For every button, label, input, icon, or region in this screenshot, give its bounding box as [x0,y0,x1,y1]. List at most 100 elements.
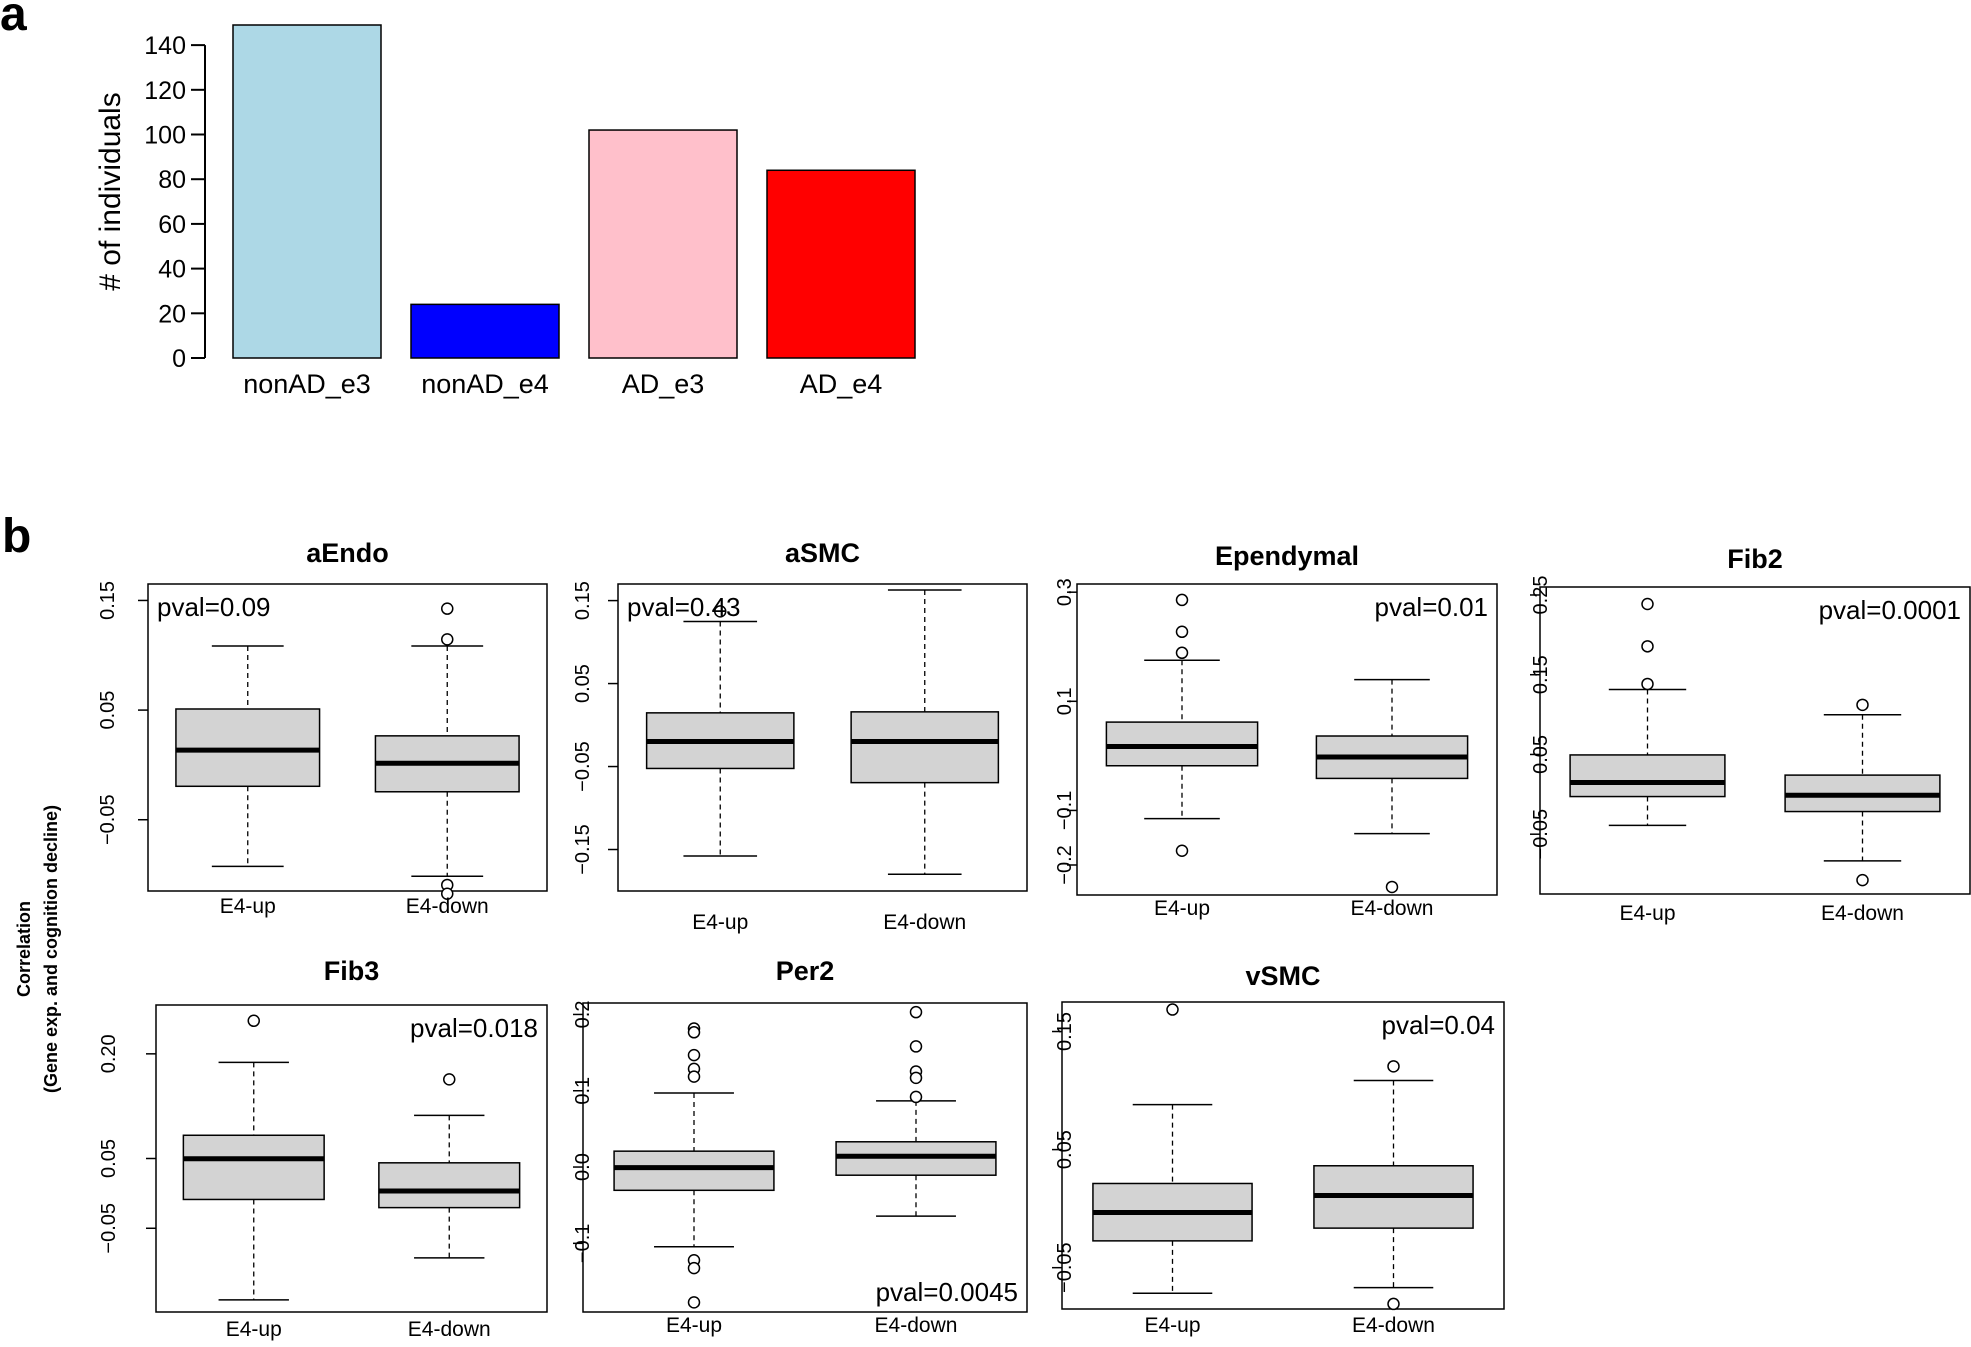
bar-y-tick-label-80: 80 [158,166,186,194]
y-tick-label-per2-3: 0.2 [572,1001,594,1029]
panel-title-fib2: Fib2 [1727,544,1783,574]
outlier-fib2-e4-up-0 [1641,597,1654,611]
panel-title-per2: Per2 [776,956,835,986]
panel-title-vsmc: vSMC [1245,961,1320,991]
bar-category-label-ad-e4: AD_e4 [800,369,883,399]
pval-vsmc: pval=0.04 [1382,1010,1495,1040]
pval-aendo: pval=0.09 [157,592,270,622]
y-tick-label-asmc-2: 0.05 [572,664,594,703]
outlier-fib3-e4-up-0 [247,1014,260,1028]
x-label-vsmc-e4-down: E4-down [1352,1314,1435,1337]
box-fib3-e4-down [378,1162,521,1209]
y-tick-label-vsmc-2: 0.15 [1054,1012,1076,1051]
outlier-per2-e4-up-1 [687,1026,701,1039]
outlier-per2-e4-up-4 [687,1070,701,1083]
pval-fib2: pval=0.0001 [1819,595,1961,625]
y-tick-label-fib2-0: −0.05 [1530,809,1552,860]
y-tick-label-per2-0: −0.1 [572,1224,594,1263]
bar-y-tick-label-140: 140 [144,32,186,60]
boxplot-panel-aendo: aEndo −0.05 0.05 0.15 E4-up E4-down pval=0.09 [97,538,548,918]
bar-y-tick-label-0: 0 [172,345,186,373]
outlier-aendo-e4-down-0 [441,602,454,615]
bar-nonad-e3 [232,24,382,359]
plot-frame-ependymal [1076,583,1498,896]
pval-asmc: pval=0.43 [627,592,740,622]
x-label-fib3-e4-down: E4-down [408,1318,491,1341]
outlier-vsmc-e4-down-0 [1387,1060,1400,1073]
outlier-per2-e4-down-0 [909,1005,923,1019]
bar-chart-individuals: 0 20 40 60 80 100 120 140 # of individuals nonAD_… [94,24,916,399]
pval-ependymal: pval=0.01 [1375,592,1488,622]
outlier-ependymal-e4-down-0 [1385,880,1399,894]
y-tick-label-fib2-3: 0.25 [1530,576,1552,615]
pval-fib3: pval=0.018 [410,1013,538,1043]
x-label-aendo-e4-up: E4-up [220,895,276,918]
bar-y-tick-label-20: 20 [158,300,186,328]
bar-y-axis-label: # of individuals [94,92,127,290]
outlier-per2-e4-down-4 [909,1090,923,1104]
pval-per2: pval=0.0045 [876,1277,1018,1307]
bar-y-tick-label-40: 40 [158,256,186,284]
outlier-per2-e4-up-2 [687,1048,701,1062]
outlier-per2-e4-up-7 [687,1296,701,1309]
y-tick-label-per2-2: 0.1 [572,1077,594,1105]
outlier-per2-e4-down-3 [909,1071,923,1085]
x-label-vsmc-e4-up: E4-up [1144,1314,1200,1337]
x-label-ependymal-e4-down: E4-down [1351,897,1434,920]
panel-title-aendo: aEndo [306,538,389,568]
y-tick-label-aendo-2: 0.15 [97,581,119,620]
box-fib2-e4-up [1569,754,1726,798]
y-tick-label-vsmc-1: 0.05 [1054,1130,1076,1169]
plot-frame-per2 [582,1002,1028,1313]
y-tick-label-fib2-2: 0.15 [1530,655,1552,694]
y-tick-label-per2-1: 0.0 [572,1153,594,1181]
x-label-fib3-e4-up: E4-up [226,1318,282,1341]
y-tick-label-asmc-0: −0.15 [572,824,594,875]
plot-frame-aendo [147,583,548,892]
bar-y-tick-label-120: 120 [144,77,186,105]
bar-category-label-nonad-e3: nonAD_e3 [243,369,371,399]
bar-category-label-ad-e3: AD_e3 [622,369,705,399]
outlier-aendo-e4-down-1 [441,633,454,646]
outlier-vsmc-e4-up-0 [1166,1003,1179,1016]
x-label-fib2-e4-down: E4-down [1821,902,1904,925]
y-tick-label-aendo-1: 0.05 [97,691,119,730]
outlier-fib2-e4-down-1 [1856,873,1869,887]
bar-y-tick-label-100: 100 [144,122,186,150]
outlier-per2-e4-down-1 [909,1040,923,1053]
panel-title-fib3: Fib3 [324,956,380,986]
x-label-ependymal-e4-up: E4-up [1154,897,1210,920]
y-tick-label-aendo-0: −0.05 [97,794,119,845]
shared-y-label-line2: (Gene exp. and cognition decline) [41,805,61,1093]
outlier-asmc-e4-up-0 [714,605,727,618]
bar-ad-e3 [588,129,738,359]
outlier-ependymal-e4-up-2 [1175,646,1189,660]
box-asmc-e4-down [850,711,1000,784]
outlier-vsmc-e4-down-1 [1387,1297,1400,1311]
bar-y-tick-label-60: 60 [158,211,186,239]
outlier-ependymal-e4-up-1 [1175,625,1189,639]
x-label-per2-e4-up: E4-up [666,1314,722,1337]
y-tick-label-asmc-3: 0.15 [572,581,594,620]
y-tick-label-fib3-2: 0.20 [98,1034,120,1073]
outlier-fib2-e4-up-1 [1641,640,1654,653]
plot-frame-asmc [617,583,1028,892]
x-label-per2-e4-down: E4-down [875,1314,958,1337]
outlier-aendo-e4-down-3 [441,887,454,900]
boxplot-panel-asmc: aSMC −0.15 −0.05 0.05 0.15 E4-up E4-down pval=0… [572,538,1028,934]
y-tick-label-ependymal-3: 0.3 [1054,578,1076,606]
y-tick-label-fib3-1: 0.05 [98,1139,120,1178]
plot-frame-fib2 [1539,586,1971,895]
panel-label-a: a [0,0,27,41]
y-tick-label-fib2-1: 0.05 [1530,735,1552,774]
outlier-fib2-e4-down-0 [1856,698,1869,712]
y-tick-label-ependymal-2: 0.1 [1054,687,1076,715]
outlier-per2-e4-up-6 [687,1261,701,1275]
shared-y-label: Correlation (Gene exp. and cognition dec… [14,805,61,1093]
y-tick-label-ependymal-0: −0.2 [1054,845,1076,884]
box-fib3-e4-up [182,1134,325,1201]
shared-y-label-line1: Correlation [14,901,34,997]
outlier-fib2-e4-up-2 [1641,677,1654,691]
